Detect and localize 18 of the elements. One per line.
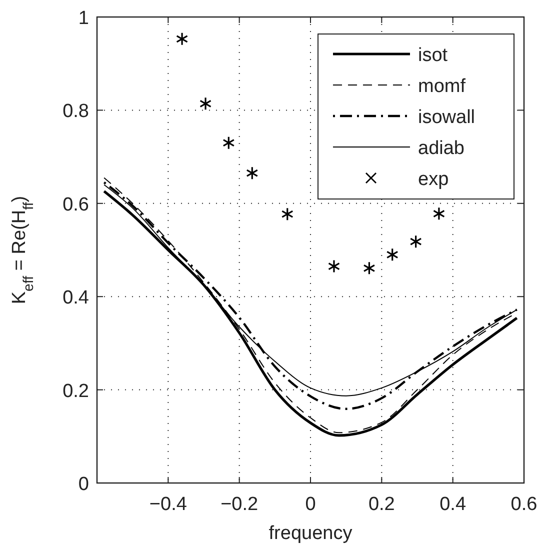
y-tick-label: 0.8 bbox=[62, 101, 89, 122]
y-tick-label: 0.6 bbox=[62, 194, 89, 216]
x-tick-label: 0 bbox=[305, 494, 316, 515]
x-axis-title: frequency bbox=[268, 523, 353, 544]
x-tick-label: −0.4 bbox=[149, 494, 188, 515]
legend-label: exp bbox=[418, 169, 449, 190]
y-tick-label: 0.2 bbox=[62, 380, 89, 402]
y-tick-label: 0 bbox=[78, 474, 89, 495]
x-tick-label: 0.6 bbox=[510, 494, 538, 515]
x-tick-label: 0.4 bbox=[440, 494, 466, 515]
x-tick-label: −0.2 bbox=[220, 494, 258, 515]
legend-label: isot bbox=[418, 45, 448, 66]
y-tick-label: 0.4 bbox=[62, 288, 90, 309]
legend-label: momf bbox=[418, 76, 466, 97]
y-tick-label: 1 bbox=[78, 8, 89, 29]
legend-label: isowall bbox=[418, 107, 476, 128]
legend-label: adiab bbox=[418, 138, 464, 159]
x-tick-label: 0.2 bbox=[368, 494, 395, 515]
